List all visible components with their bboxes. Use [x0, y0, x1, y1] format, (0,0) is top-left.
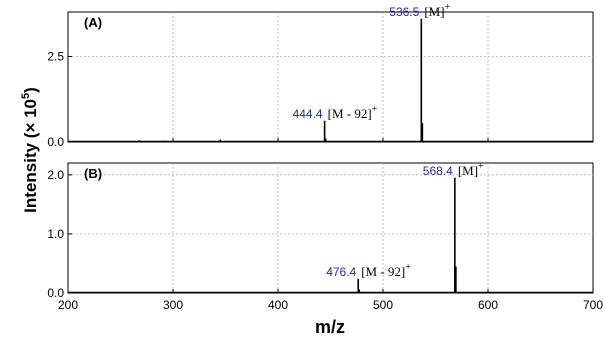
- ion-formula: [M - 92]: [361, 264, 405, 279]
- panel-frame: [67, 11, 594, 143]
- y-axis-title-close: ): [21, 87, 40, 93]
- peak-value-label: 536.5: [389, 5, 419, 19]
- x-tick-label: 700: [583, 298, 603, 312]
- ion-charge: +: [445, 2, 451, 13]
- peak-ion-label: [M]+: [458, 161, 484, 178]
- ion-charge: +: [478, 161, 484, 172]
- y-tick-label: 2.5: [47, 49, 64, 63]
- y-tick-label: 0.0: [47, 135, 64, 149]
- peak-ion-label: [M - 92]+: [361, 262, 411, 279]
- ion-charge: +: [405, 262, 411, 273]
- y-axis-title-exponent: 5: [20, 93, 32, 99]
- plot-layer: 0.02.5(A)444.4 [M - 92]+536.5 [M]+200 300 40…: [47, 2, 603, 312]
- y-tick-label: 2.0: [47, 168, 64, 182]
- panel-label: (B): [84, 166, 102, 181]
- ion-formula: [M]: [424, 4, 444, 19]
- x-tick-label: 500: [373, 298, 393, 312]
- y-tick-label: 1.0: [47, 227, 64, 241]
- y-axis-title: Intensity (× 105): [20, 87, 40, 213]
- ion-formula: [M - 92]: [328, 106, 372, 121]
- peak-value-label: 444.4: [293, 107, 323, 121]
- peak-ion-label: [M - 92]+: [328, 104, 378, 121]
- x-tick-label: 300: [163, 298, 183, 312]
- ion-formula: [M]: [458, 163, 478, 178]
- panel-label: (A): [84, 15, 102, 30]
- peak-ion-label: [M]+: [424, 2, 450, 19]
- y-axis-title-main: Intensity (× 10: [21, 99, 40, 213]
- peak-value-label: 568.4: [423, 164, 453, 178]
- ion-charge: +: [372, 104, 378, 115]
- x-tick-label: 200: [58, 298, 78, 312]
- x-axis-title: m/z: [315, 317, 345, 337]
- x-tick-label: 600: [478, 298, 498, 312]
- y-tick-label: 0.0: [47, 286, 64, 300]
- x-tick-label: 400: [268, 298, 288, 312]
- peak-value-label: 476.4: [326, 265, 356, 279]
